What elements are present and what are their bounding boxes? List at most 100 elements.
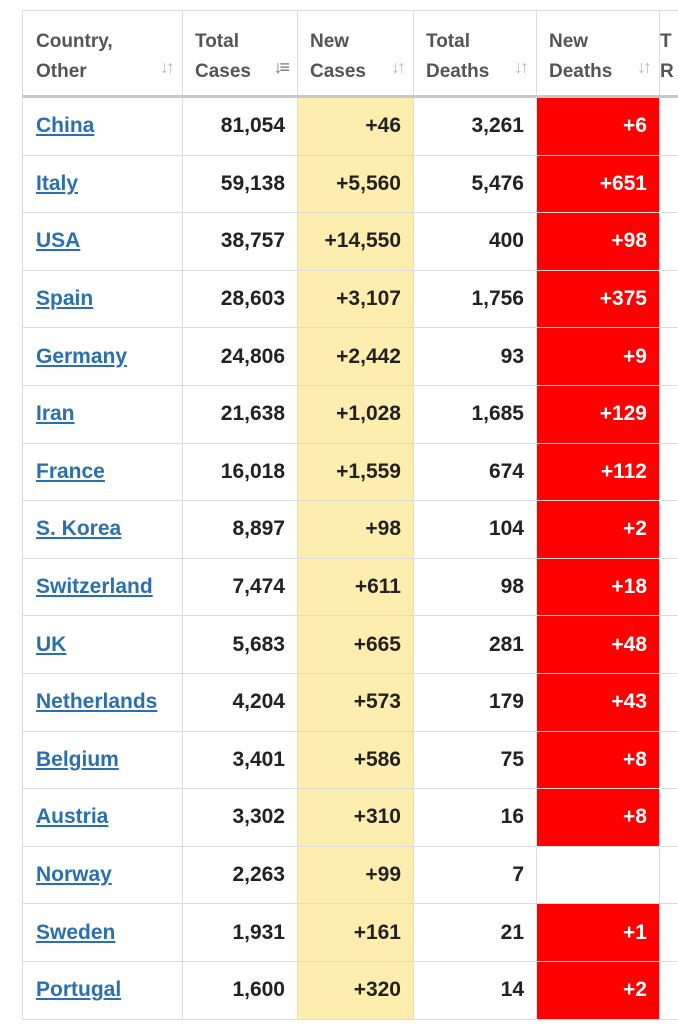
sort-arrows-icon[interactable]: ↓↑ xyxy=(391,57,406,77)
country-cell[interactable]: Switzerland xyxy=(22,558,183,616)
table-row: Belgium 3,401 +586 75 +8 xyxy=(22,731,678,790)
col-header-country[interactable]: Country, Other ↓↑ xyxy=(22,11,183,95)
country-cell[interactable]: Belgium xyxy=(22,731,183,789)
new-deaths-cell: +375 xyxy=(537,270,660,328)
table-row: S. Korea 8,897 +98 104 +2 xyxy=(22,501,678,559)
country-cell[interactable]: Austria xyxy=(22,789,183,846)
new-deaths-value: +1 xyxy=(623,920,647,944)
col-header-total-deaths[interactable]: Total Deaths ↓↑ xyxy=(414,11,537,95)
new-deaths-value: +2 xyxy=(623,978,647,1002)
new-deaths-cell: +98 xyxy=(537,213,660,270)
total-cases-cell: 21,638 xyxy=(183,385,298,443)
col-header-total-cases[interactable]: Total Cases ↓≡ xyxy=(183,11,298,95)
new-cases-cell: +5,560 xyxy=(298,155,414,213)
cases-table: Country, Other ↓↑ Total Cases ↓≡ New Cas… xyxy=(22,10,678,1020)
country-link[interactable]: UK xyxy=(36,632,67,656)
country-cell[interactable]: USA xyxy=(22,213,183,270)
sort-desc-icon[interactable]: ↓≡ xyxy=(273,57,289,77)
total-deaths-value: 104 xyxy=(488,517,524,541)
new-deaths-value: +9 xyxy=(623,344,647,368)
table-row: UK 5,683 +665 281 +48 xyxy=(22,616,678,674)
new-deaths-cell: +112 xyxy=(537,443,660,501)
country-link[interactable]: China xyxy=(36,114,95,138)
total-deaths-cell: 3,261 xyxy=(414,98,537,155)
table-row: Netherlands 4,204 +573 179 +43 xyxy=(22,673,678,732)
cutoff-cell xyxy=(660,559,678,616)
total-cases-value: 7,474 xyxy=(232,575,285,599)
new-cases-value: +46 xyxy=(365,114,401,138)
col-header-new-cases[interactable]: New Cases ↓↑ xyxy=(298,11,414,95)
total-deaths-value: 674 xyxy=(488,459,524,483)
col-header-new-deaths[interactable]: New Deaths ↓↑ xyxy=(537,11,660,95)
new-cases-cell: +320 xyxy=(298,961,414,1019)
new-deaths-cell: +43 xyxy=(537,673,660,731)
country-cell[interactable]: China xyxy=(22,98,183,155)
total-cases-value: 1,600 xyxy=(232,978,285,1002)
sort-arrows-icon[interactable]: ↓↑ xyxy=(514,57,529,77)
new-deaths-cell: +129 xyxy=(537,385,660,443)
country-link[interactable]: France xyxy=(36,459,105,483)
country-cell[interactable]: Netherlands xyxy=(22,673,183,731)
col-header-label: Total Cases xyxy=(195,31,251,82)
table-row: USA 38,757 +14,550 400 +98 xyxy=(22,213,678,271)
country-link[interactable]: Belgium xyxy=(36,747,119,771)
new-cases-value: +611 xyxy=(354,575,401,599)
new-deaths-cell: +6 xyxy=(537,98,660,155)
new-deaths-value: +375 xyxy=(599,287,647,311)
country-link[interactable]: S. Korea xyxy=(36,517,122,541)
country-cell[interactable]: Sweden xyxy=(22,904,183,961)
country-cell[interactable]: Iran xyxy=(22,385,183,443)
country-cell[interactable]: UK xyxy=(22,616,183,673)
total-deaths-value: 7 xyxy=(512,863,524,887)
new-deaths-value: +98 xyxy=(611,229,647,253)
total-deaths-value: 75 xyxy=(500,747,524,771)
total-deaths-value: 281 xyxy=(488,632,524,656)
new-cases-value: +1,028 xyxy=(336,402,401,426)
country-cell[interactable]: Spain xyxy=(22,270,183,328)
country-link[interactable]: Italy xyxy=(36,171,79,195)
total-cases-cell: 3,302 xyxy=(183,789,298,846)
total-cases-value: 16,018 xyxy=(220,459,285,483)
col-header-cutoff[interactable]: T R xyxy=(660,11,678,95)
new-deaths-cell: +651 xyxy=(537,155,660,213)
country-link[interactable]: Austria xyxy=(36,805,109,829)
country-link[interactable]: Norway xyxy=(36,863,112,887)
sort-arrows-icon[interactable]: ↓↑ xyxy=(637,57,652,77)
country-cell[interactable]: Norway xyxy=(22,846,183,904)
country-link[interactable]: Netherlands xyxy=(36,690,158,714)
country-cell[interactable]: Portugal xyxy=(22,961,183,1019)
total-cases-value: 28,603 xyxy=(220,287,285,311)
country-cell[interactable]: Italy xyxy=(22,155,183,213)
total-deaths-cell: 104 xyxy=(414,501,537,558)
total-cases-value: 3,401 xyxy=(232,747,285,771)
total-cases-cell: 5,683 xyxy=(183,616,298,673)
new-deaths-cell: +48 xyxy=(537,616,660,673)
country-link[interactable]: Sweden xyxy=(36,920,116,944)
total-cases-value: 1,931 xyxy=(232,920,285,944)
country-cell[interactable]: Germany xyxy=(22,328,183,385)
sort-arrows-icon[interactable]: ↓↑ xyxy=(160,57,175,77)
country-link[interactable]: Portugal xyxy=(36,978,122,1002)
total-cases-value: 8,897 xyxy=(232,517,285,541)
new-cases-cell: +573 xyxy=(298,673,414,731)
cutoff-cell xyxy=(660,616,678,673)
country-cell[interactable]: S. Korea xyxy=(22,501,183,558)
country-cell[interactable]: France xyxy=(22,443,183,501)
table-row: Switzerland 7,474 +611 98 +18 xyxy=(22,558,678,617)
country-link[interactable]: USA xyxy=(36,229,81,253)
total-cases-value: 4,204 xyxy=(232,690,285,714)
new-cases-value: +310 xyxy=(353,805,401,829)
total-deaths-value: 16 xyxy=(500,805,524,829)
new-deaths-value: +43 xyxy=(611,690,647,714)
table-row: France 16,018 +1,559 674 +112 xyxy=(22,443,678,502)
new-cases-value: +5,560 xyxy=(336,171,401,195)
cutoff-cell xyxy=(660,386,678,443)
country-link[interactable]: Germany xyxy=(36,344,128,368)
new-deaths-value: +2 xyxy=(623,517,647,541)
country-link[interactable]: Spain xyxy=(36,287,94,311)
new-cases-cell: +665 xyxy=(298,616,414,673)
total-cases-cell: 4,204 xyxy=(183,673,298,731)
new-cases-cell: +161 xyxy=(298,904,414,961)
country-link[interactable]: Switzerland xyxy=(36,575,153,599)
country-link[interactable]: Iran xyxy=(36,402,75,426)
